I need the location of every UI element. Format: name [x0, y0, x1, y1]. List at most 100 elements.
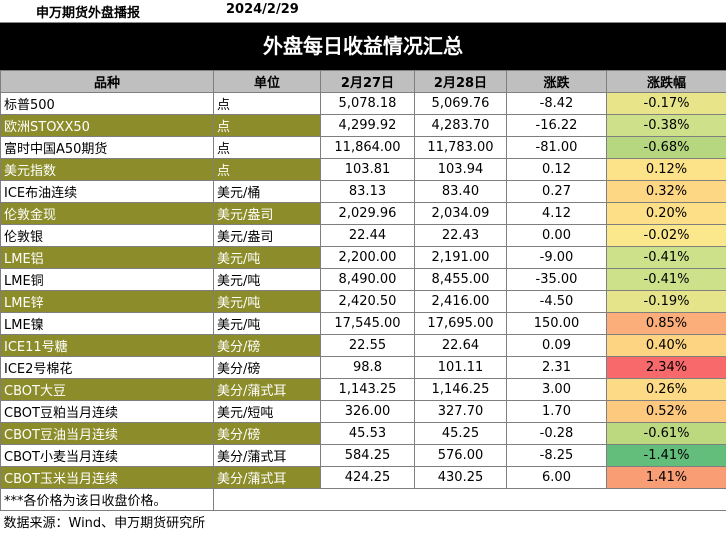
- table-row: 欧洲STOXX50 点 4,299.92 4,283.70 -16.22 -0.38%: [0, 114, 726, 137]
- cell-feb27: 83.13: [320, 180, 415, 203]
- table-row: CBOT大豆 美分/蒲式耳 1,143.25 1,146.25 3.00 0.26%: [0, 378, 726, 401]
- cell-change: 150.00: [506, 312, 607, 335]
- cell-feb27: 2,029.96: [320, 202, 415, 225]
- cell-unit: 美分/蒲式耳: [213, 444, 321, 467]
- cell-change: 1.70: [506, 400, 607, 423]
- col-header-change: 涨跌: [506, 70, 607, 93]
- cell-feb27: 5,078.18: [320, 92, 415, 115]
- cell-feb27: 11,864.00: [320, 136, 415, 159]
- report-date: 2024/2/29: [226, 2, 299, 17]
- cell-unit: 美分/磅: [213, 356, 321, 379]
- table-row: LME铜 美元/吨 8,490.00 8,455.00 -35.00 -0.41%: [0, 268, 726, 291]
- cell-change: 3.00: [506, 378, 607, 401]
- cell-change: -8.42: [506, 92, 607, 115]
- col-header-change-pct: 涨跌幅: [606, 70, 726, 93]
- cell-change-pct: 0.20%: [606, 202, 726, 225]
- cell-feb28: 2,034.09: [414, 202, 507, 225]
- cell-change: -8.25: [506, 444, 607, 467]
- cell-commodity: CBOT小麦当月连续: [0, 444, 214, 467]
- cell-change-pct: 0.32%: [606, 180, 726, 203]
- cell-change: 4.12: [506, 202, 607, 225]
- cell-feb27: 8,490.00: [320, 268, 415, 291]
- cell-change-pct: 0.12%: [606, 158, 726, 181]
- table-header-row: 品种 单位 2月27日 2月28日 涨跌 涨跌幅: [0, 70, 726, 93]
- table-row: 标普500 点 5,078.18 5,069.76 -8.42 -0.17%: [0, 92, 726, 115]
- cell-unit: 美元/桶: [213, 180, 321, 203]
- cell-change-pct: 0.52%: [606, 400, 726, 423]
- table-row: LME镍 美元/吨 17,545.00 17,695.00 150.00 0.85%: [0, 312, 726, 335]
- cell-change-pct: -0.68%: [606, 136, 726, 159]
- cell-feb27: 326.00: [320, 400, 415, 423]
- cell-unit: 点: [213, 92, 321, 115]
- cell-commodity: CBOT豆粕当月连续: [0, 400, 214, 423]
- cell-change: -0.28: [506, 422, 607, 445]
- cell-feb28: 83.40: [414, 180, 507, 203]
- cell-feb28: 2,416.00: [414, 290, 507, 313]
- cell-commodity: LME铜: [0, 268, 214, 291]
- cell-change: -4.50: [506, 290, 607, 313]
- cell-feb28: 576.00: [414, 444, 507, 467]
- table-row: ICE11号糖 美分/磅 22.55 22.64 0.09 0.40%: [0, 334, 726, 357]
- cell-commodity: CBOT玉米当月连续: [0, 466, 214, 489]
- price-note: ***各价格为该日收盘价格。: [0, 488, 214, 511]
- cell-change: 0.09: [506, 334, 607, 357]
- col-header-feb28: 2月28日: [414, 70, 507, 93]
- note-row: ***各价格为该日收盘价格。: [0, 488, 726, 511]
- cell-feb28: 45.25: [414, 422, 507, 445]
- cell-unit: 美分/磅: [213, 334, 321, 357]
- cell-change-pct: 1.41%: [606, 466, 726, 489]
- cell-unit: 点: [213, 158, 321, 181]
- cell-unit: 美元/盎司: [213, 224, 321, 247]
- cell-unit: 点: [213, 114, 321, 137]
- cell-feb28: 17,695.00: [414, 312, 507, 335]
- cell-unit: 点: [213, 136, 321, 159]
- table-row: ICE2号棉花 美分/磅 98.8 101.11 2.31 2.34%: [0, 356, 726, 379]
- col-header-feb27: 2月27日: [320, 70, 415, 93]
- report-title: 外盘每日收益情况汇总: [263, 34, 463, 58]
- cell-feb28: 11,783.00: [414, 136, 507, 159]
- cell-change-pct: -1.41%: [606, 444, 726, 467]
- cell-feb28: 101.11: [414, 356, 507, 379]
- cell-commodity: ICE2号棉花: [0, 356, 214, 379]
- cell-feb28: 103.94: [414, 158, 507, 181]
- cell-change: 0.12: [506, 158, 607, 181]
- table-row: CBOT豆油当月连续 美分/磅 45.53 45.25 -0.28 -0.61%: [0, 422, 726, 445]
- cell-change-pct: 0.85%: [606, 312, 726, 335]
- cell-change-pct: -0.38%: [606, 114, 726, 137]
- col-header-unit: 单位: [213, 70, 321, 93]
- data-source: 数据来源：Wind、申万期货研究所: [0, 510, 726, 533]
- cell-change-pct: -0.41%: [606, 268, 726, 291]
- cell-commodity: LME锌: [0, 290, 214, 313]
- cell-unit: 美元/盎司: [213, 202, 321, 225]
- cell-change-pct: -0.61%: [606, 422, 726, 445]
- cell-commodity: 富时中国A50期货: [0, 136, 214, 159]
- cell-commodity: 美元指数: [0, 158, 214, 181]
- cell-feb27: 22.55: [320, 334, 415, 357]
- title-bar: 外盘每日收益情况汇总: [0, 22, 726, 70]
- cell-feb27: 584.25: [320, 444, 415, 467]
- cell-feb28: 8,455.00: [414, 268, 507, 291]
- cell-feb28: 22.64: [414, 334, 507, 357]
- cell-change: -35.00: [506, 268, 607, 291]
- table-row: CBOT豆粕当月连续 美元/短吨 326.00 327.70 1.70 0.52%: [0, 400, 726, 423]
- table-row: 美元指数点 103.81 103.94 0.12 0.12%: [0, 158, 726, 181]
- cell-feb28: 430.25: [414, 466, 507, 489]
- cell-change: 0.27: [506, 180, 607, 203]
- cell-unit: 美元/短吨: [213, 400, 321, 423]
- table-row: CBOT玉米当月连续 美分/蒲式耳 424.25 430.25 6.00 1.41%: [0, 466, 726, 489]
- table-row: ICE布油连续 美元/桶 83.13 83.40 0.27 0.32%: [0, 180, 726, 203]
- cell-unit: 美分/蒲式耳: [213, 466, 321, 489]
- cell-feb28: 22.43: [414, 224, 507, 247]
- cell-unit: 美元/吨: [213, 246, 321, 269]
- cell-feb28: 4,283.70: [414, 114, 507, 137]
- cell-feb27: 98.8: [320, 356, 415, 379]
- col-header-name: 品种: [0, 70, 214, 93]
- table-row: 伦敦金现 美元/盎司 2,029.96 2,034.09 4.12 0.20%: [0, 202, 726, 225]
- cell-change-pct: 2.34%: [606, 356, 726, 379]
- cell-commodity: 伦敦银: [0, 224, 214, 247]
- table-row: LME锌 美元/吨 2,420.50 2,416.00 -4.50 -0.19%: [0, 290, 726, 313]
- cell-change: 0.00: [506, 224, 607, 247]
- cell-feb27: 1,143.25: [320, 378, 415, 401]
- table-row: 伦敦银 美元/盎司 22.44 22.43 0.00 -0.02%: [0, 224, 726, 247]
- table-row: CBOT小麦当月连续 美分/蒲式耳 584.25 576.00 -8.25 -1.41%: [0, 444, 726, 467]
